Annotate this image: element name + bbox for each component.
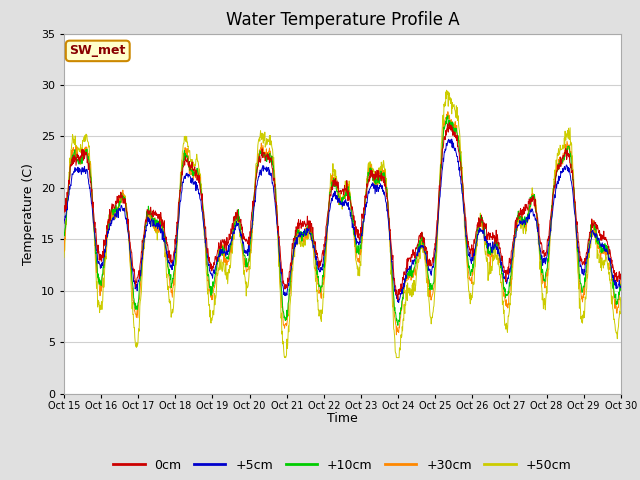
Legend: 0cm, +5cm, +10cm, +30cm, +50cm: 0cm, +5cm, +10cm, +30cm, +50cm [108, 454, 577, 477]
X-axis label: Time: Time [327, 412, 358, 425]
Text: SW_met: SW_met [70, 44, 126, 58]
Y-axis label: Temperature (C): Temperature (C) [22, 163, 35, 264]
Title: Water Temperature Profile A: Water Temperature Profile A [225, 11, 460, 29]
